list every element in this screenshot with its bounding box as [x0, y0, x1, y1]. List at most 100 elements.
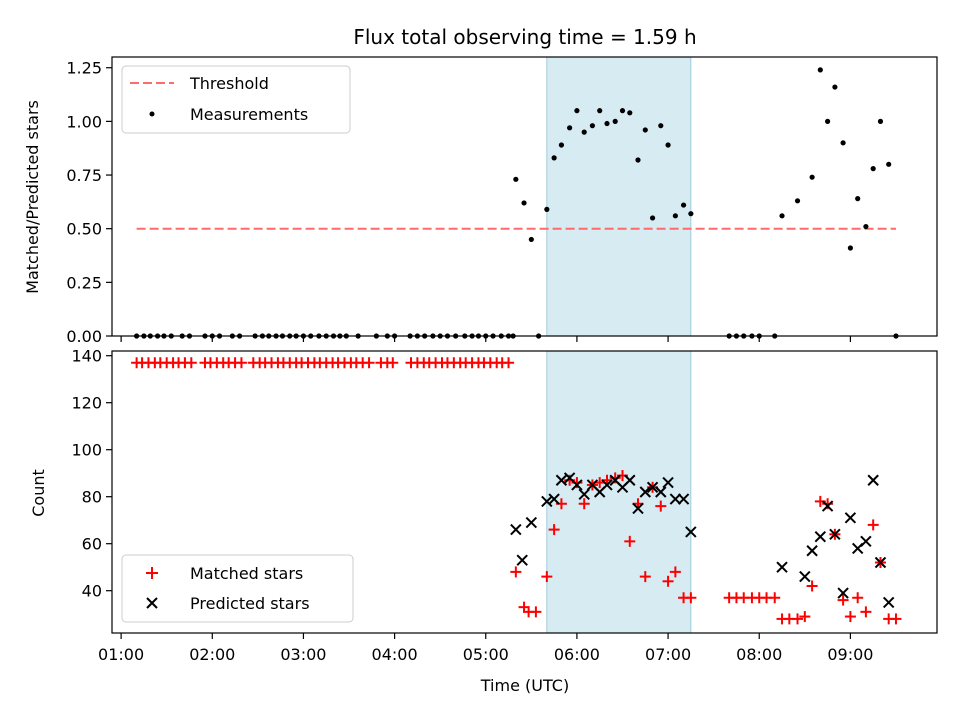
measurement-point [665, 142, 671, 148]
x-stroke [655, 486, 667, 498]
y-tick-label: 1.00 [66, 112, 102, 131]
top-shaded-span [546, 56, 692, 337]
predicted-star-point [662, 476, 674, 489]
measurement-point [870, 166, 876, 172]
measurement-point [612, 118, 618, 124]
legend-matched-marker [146, 567, 158, 579]
matched-star-point [639, 571, 651, 583]
measurement-point [863, 223, 869, 230]
matched-star-markers [131, 357, 902, 625]
predicted-star-point [510, 523, 522, 536]
x-stroke [555, 474, 568, 486]
measurement-point [886, 161, 892, 167]
x-tick-label: 03:00 [280, 645, 326, 664]
measurement-point [521, 200, 527, 206]
predicted-star-point [867, 474, 879, 486]
x-stroke [776, 561, 788, 573]
x-stroke [821, 500, 834, 512]
x-stroke [799, 570, 811, 583]
measurement-point [840, 140, 846, 146]
measurement-point [581, 129, 587, 135]
matched-star-point [852, 592, 864, 604]
x-stroke [814, 530, 827, 543]
x-tick-label: 02:00 [189, 645, 235, 664]
measurement-point [574, 108, 580, 114]
x-stroke [844, 512, 857, 524]
x-stroke [624, 474, 636, 486]
predicted-star-point [874, 556, 887, 569]
measurement-point [779, 213, 785, 219]
x-stroke [882, 596, 895, 609]
predicted-star-markers [510, 472, 895, 609]
measurement-point [855, 196, 861, 202]
x-tick-label: 01:00 [98, 645, 144, 664]
matched-star-point [363, 357, 375, 369]
measurement-point [567, 125, 573, 131]
x-stroke [669, 493, 682, 505]
matched-star-point [541, 571, 553, 583]
predicted-star-point [655, 486, 667, 498]
predicted-star-point [516, 554, 528, 566]
bottom-y-ticks: 40 60 80 100 120 140 [71, 347, 112, 601]
x-stroke [639, 486, 651, 498]
legend-matched-label: Matched stars [190, 564, 303, 583]
top-y-axis-label: Matched/Predicted stars [23, 100, 42, 294]
x-tick-label: 05:00 [463, 645, 509, 664]
top-axes-frame [111, 56, 938, 337]
x-tick-label: 08:00 [736, 645, 782, 664]
measurement-point [688, 211, 694, 217]
matched-star-point [185, 357, 197, 369]
x-stroke [578, 488, 590, 501]
matched-star-point [799, 611, 811, 623]
measurement-point [619, 108, 626, 114]
measurement-point [817, 67, 823, 73]
x-stroke [646, 481, 659, 494]
matched-star-point [837, 594, 849, 606]
legend-predicted-marker [146, 597, 158, 609]
legend-threshold-label: Threshold [189, 74, 269, 93]
matched-star-point [867, 519, 879, 531]
measurement-points [134, 67, 899, 339]
x-stroke [548, 493, 560, 505]
predicted-star-point [860, 535, 872, 548]
matched-star-point [844, 611, 856, 623]
matched-star-point [510, 566, 522, 578]
legend-predicted-label: Predicted stars [190, 594, 310, 613]
x-tick-label: 07:00 [645, 645, 691, 664]
predicted-star-point [548, 493, 560, 505]
predicted-star-point [555, 474, 568, 486]
matched-star-point [662, 575, 674, 587]
x-stroke [525, 516, 538, 529]
y-tick-label: 120 [71, 394, 102, 413]
y-tick-label: 1.25 [66, 59, 102, 78]
matched-star-point [769, 592, 781, 604]
bottom-y-axis-label: Count [29, 469, 48, 517]
predicted-star-point [814, 530, 827, 543]
measurement-point [642, 127, 648, 133]
predicted-star-point [837, 587, 849, 599]
measurement-point [627, 110, 633, 116]
predicted-star-point [806, 545, 818, 557]
x-stroke [563, 472, 576, 484]
matched-star-point [655, 500, 667, 512]
y-tick-label: 80 [82, 488, 102, 507]
measurement-point [809, 174, 815, 180]
measurement-point [832, 84, 838, 90]
measurement-point [658, 123, 664, 129]
top-x-ticks [120, 336, 851, 342]
measurement-point [825, 118, 831, 124]
measurement-point [680, 202, 687, 208]
x-stroke [662, 476, 674, 489]
x-stroke [829, 528, 841, 541]
x-stroke [874, 556, 887, 569]
predicted-star-point [624, 474, 636, 486]
x-stroke [516, 554, 528, 566]
x-stroke [571, 479, 583, 491]
top-y-ticks: 0.00 0.25 0.50 0.75 1.00 1.25 [66, 59, 112, 346]
x-stroke [541, 495, 553, 508]
matched-star-point [235, 357, 247, 369]
x-stroke [510, 523, 522, 536]
measurement-point [513, 176, 519, 182]
predicted-star-point [685, 526, 697, 538]
